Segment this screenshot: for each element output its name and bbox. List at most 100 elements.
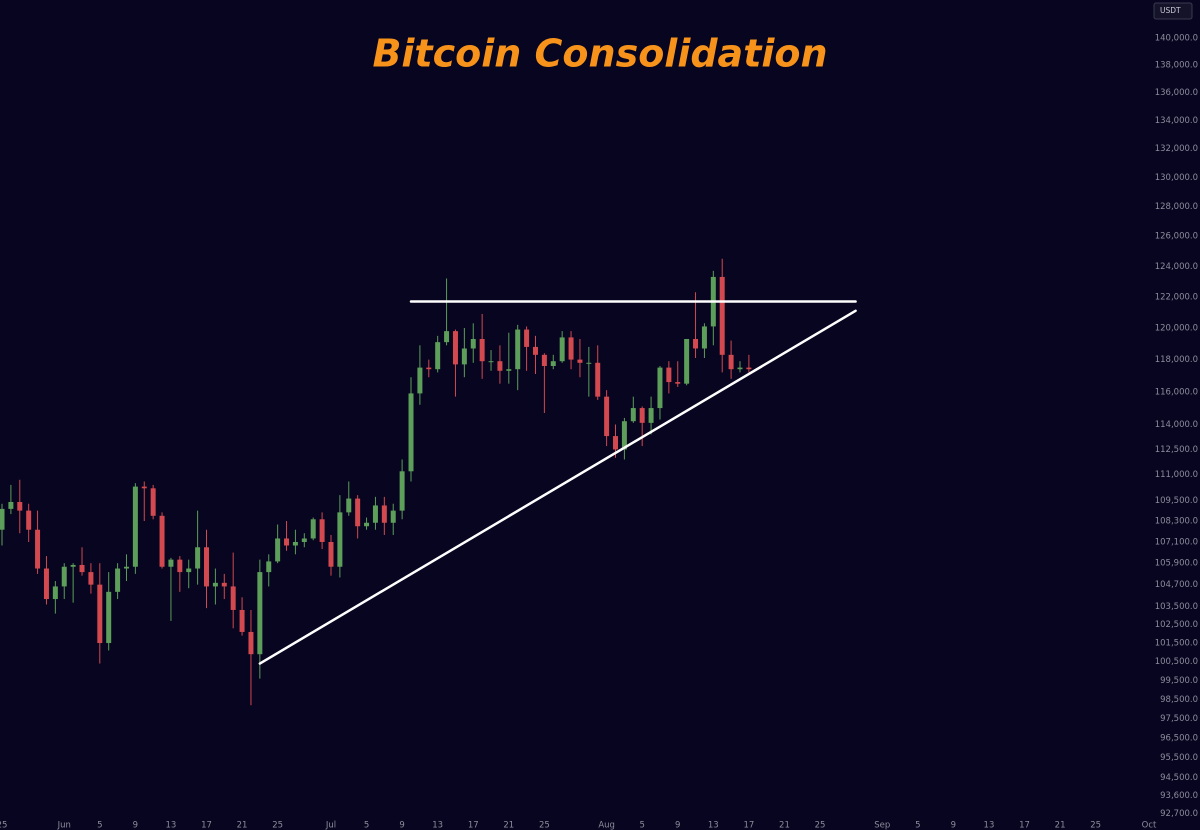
candle-body — [301, 538, 307, 542]
y-tick-label: 120,000.0 — [1155, 323, 1198, 333]
x-tick-label: Jul — [325, 821, 336, 830]
candle-body — [26, 510, 32, 530]
candle-body — [88, 572, 94, 585]
x-tick-label: Oct — [1142, 821, 1157, 830]
candle-body — [701, 326, 707, 349]
x-tick-label: 5 — [639, 821, 644, 830]
y-tick-label: 112,500.0 — [1155, 445, 1198, 455]
y-tick-label: 92,700.0 — [1160, 809, 1198, 819]
candle-body — [595, 362, 601, 397]
y-tick-label: 134,000.0 — [1155, 116, 1198, 126]
candle-body — [435, 342, 441, 370]
candle-body — [621, 421, 627, 450]
x-tick-label: 9 — [133, 821, 138, 830]
y-tick-label: 100,500.0 — [1155, 657, 1198, 667]
candle-body — [639, 408, 645, 423]
y-tick-label: 104,700.0 — [1155, 580, 1198, 590]
x-tick-label: 25 — [539, 821, 550, 830]
candle-body — [319, 519, 325, 542]
candle-body — [390, 510, 396, 523]
candle-body — [364, 522, 370, 527]
candle-body — [515, 329, 521, 370]
candle-body — [159, 515, 165, 567]
y-tick-label: 116,000.0 — [1155, 387, 1198, 397]
candle-body — [497, 361, 503, 371]
candle-body — [444, 331, 450, 343]
y-tick-label: 102,500.0 — [1155, 620, 1198, 630]
candle-body — [541, 354, 547, 366]
x-tick-label: 17 — [201, 821, 212, 830]
candle-body — [372, 505, 378, 523]
candle-body — [630, 408, 636, 422]
x-tick-label: 25 — [815, 821, 826, 830]
candle-body — [577, 359, 583, 363]
candle-body — [52, 586, 58, 600]
x-tick-label: 21 — [503, 821, 514, 830]
candle-body — [648, 408, 654, 423]
candle-body — [719, 276, 725, 355]
candle-body — [123, 566, 129, 569]
y-tick-label: 132,000.0 — [1155, 144, 1198, 154]
x-tick-label: 9 — [399, 821, 404, 830]
candle-body — [524, 329, 530, 347]
x-tick-label: 13 — [708, 821, 719, 830]
x-tick-label: 5 — [364, 821, 369, 830]
candle-body — [257, 572, 263, 655]
candle-body — [115, 568, 121, 592]
candle-body — [399, 471, 405, 511]
candle-body — [221, 582, 227, 587]
y-tick-label: 96,500.0 — [1160, 734, 1198, 744]
candle-body — [310, 519, 316, 539]
x-tick-label: 25 — [1090, 821, 1101, 830]
y-tick-label: 128,000.0 — [1155, 202, 1198, 212]
x-tick-label: 17 — [468, 821, 479, 830]
x-tick-label: 13 — [166, 821, 177, 830]
candle-body — [17, 502, 23, 511]
candle-body — [186, 568, 192, 573]
candle-body — [43, 568, 49, 600]
x-tick-label: 9 — [951, 821, 956, 830]
candle-body — [266, 561, 272, 573]
candle-body — [248, 631, 254, 655]
candle-body — [586, 362, 592, 364]
candle-body — [693, 338, 699, 349]
y-tick-label: 108,300.0 — [1155, 517, 1198, 527]
candle-body — [35, 529, 41, 569]
x-tick-label: 9 — [675, 821, 680, 830]
candle-body — [328, 541, 334, 567]
candle-body — [568, 337, 574, 360]
candle-body — [8, 502, 14, 509]
x-tick-label: Sep — [874, 821, 890, 830]
candle-body — [275, 538, 281, 562]
candle-body — [666, 367, 672, 383]
y-tick-label: 98,500.0 — [1160, 695, 1198, 705]
y-tick-label: 95,500.0 — [1160, 753, 1198, 763]
y-tick-label: 126,000.0 — [1155, 232, 1198, 242]
candle-body — [292, 541, 298, 546]
x-tick-label: 17 — [743, 821, 754, 830]
candle-body — [684, 338, 690, 384]
y-tick-label: 109,500.0 — [1155, 496, 1198, 506]
x-tick-label: 25 — [0, 821, 7, 830]
x-tick-label: 5 — [97, 821, 102, 830]
candle-body — [408, 393, 414, 472]
candle-body — [177, 559, 183, 573]
candle-body — [70, 564, 76, 567]
x-tick-label: Jun — [57, 821, 71, 830]
currency-box — [1153, 2, 1193, 20]
candle-body — [506, 369, 512, 371]
candle-body — [613, 436, 619, 450]
candle-body — [346, 498, 352, 513]
candle-body — [417, 367, 423, 394]
candle-body — [559, 337, 565, 362]
candle-body — [604, 396, 610, 437]
candle-body — [737, 367, 743, 370]
candle-body — [106, 591, 112, 644]
candle-body — [381, 505, 387, 523]
candle-body — [452, 331, 458, 365]
candle-body — [284, 538, 290, 546]
candle-body — [168, 559, 174, 567]
y-tick-label: 111,000.0 — [1155, 470, 1198, 480]
y-tick-label: 122,000.0 — [1155, 292, 1198, 302]
